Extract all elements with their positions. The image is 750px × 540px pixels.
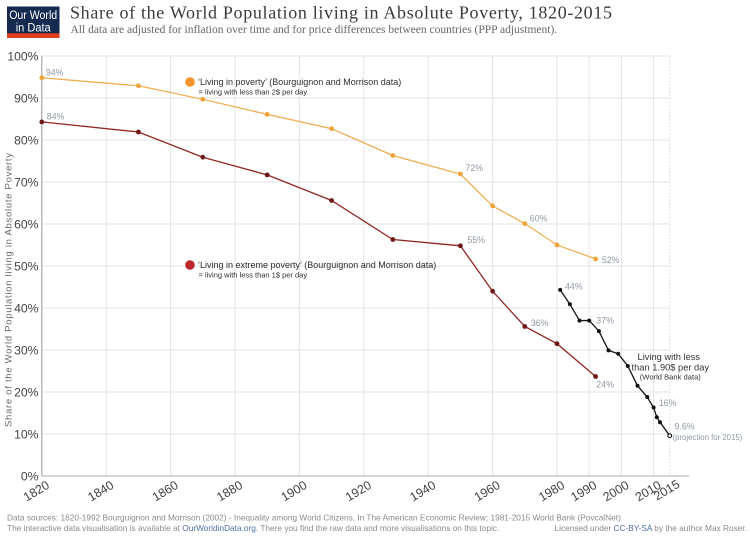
svg-text:24%: 24%	[596, 380, 614, 390]
svg-text:72%: 72%	[466, 163, 484, 173]
svg-text:50%: 50%	[14, 259, 39, 273]
svg-text:60%: 60%	[14, 217, 39, 231]
svg-text:All data are adjusted for infl: All data are adjusted for inflation over…	[71, 24, 558, 36]
svg-text:55%: 55%	[467, 235, 485, 245]
svg-text:Share of the World Population: Share of the World Population living in …	[4, 153, 15, 427]
svg-text:84%: 84%	[47, 112, 65, 122]
svg-text:20%: 20%	[14, 385, 39, 399]
svg-text:30%: 30%	[14, 343, 39, 357]
svg-text:52%: 52%	[602, 255, 620, 265]
svg-text:Licensed under CC-BY-SA by the: Licensed under CC-BY-SA by the author Ma…	[555, 523, 748, 533]
svg-text:90%: 90%	[14, 91, 39, 105]
svg-text:36%: 36%	[531, 318, 549, 328]
svg-text:Our World: Our World	[9, 8, 57, 22]
svg-text:= living with less than 2$ per: = living with less than 2$ per day	[199, 88, 308, 97]
svg-text:40%: 40%	[14, 301, 39, 315]
svg-text:44%: 44%	[565, 282, 583, 292]
svg-text:70%: 70%	[14, 175, 39, 189]
svg-text:10%: 10%	[14, 427, 39, 441]
svg-text:(World Bank data): (World Bank data)	[640, 373, 702, 382]
svg-text:Data sources: 1820-1992 Bourgu: Data sources: 1820-1992 Bourguignon and …	[7, 513, 621, 523]
svg-text:37%: 37%	[596, 315, 614, 325]
svg-text:‘Living in extreme poverty’ (B: ‘Living in extreme poverty’ (Bourguignon…	[198, 260, 436, 270]
svg-text:100%: 100%	[7, 49, 38, 63]
svg-text:9.6%: 9.6%	[675, 422, 695, 432]
svg-text:= living with less than 1$ per: = living with less than 1$ per day	[199, 271, 308, 280]
svg-text:The interactive data visualisa: The interactive data visualisation is av…	[7, 523, 499, 533]
svg-text:‘Living in poverty’ (Bourguign: ‘Living in poverty’ (Bourguignon and Mor…	[198, 77, 401, 87]
svg-text:0%: 0%	[21, 469, 39, 483]
svg-text:(projection for 2015): (projection for 2015)	[673, 433, 743, 442]
svg-text:in Data: in Data	[16, 20, 51, 34]
svg-text:Living with less: Living with less	[638, 352, 701, 362]
svg-text:60%: 60%	[530, 214, 548, 224]
svg-text:Share of the World Population: Share of the World Population living in …	[70, 3, 612, 23]
svg-text:than 1.90$ per day: than 1.90$ per day	[632, 363, 710, 373]
svg-text:94%: 94%	[46, 68, 64, 78]
svg-text:80%: 80%	[14, 133, 39, 147]
svg-text:16%: 16%	[659, 398, 677, 408]
